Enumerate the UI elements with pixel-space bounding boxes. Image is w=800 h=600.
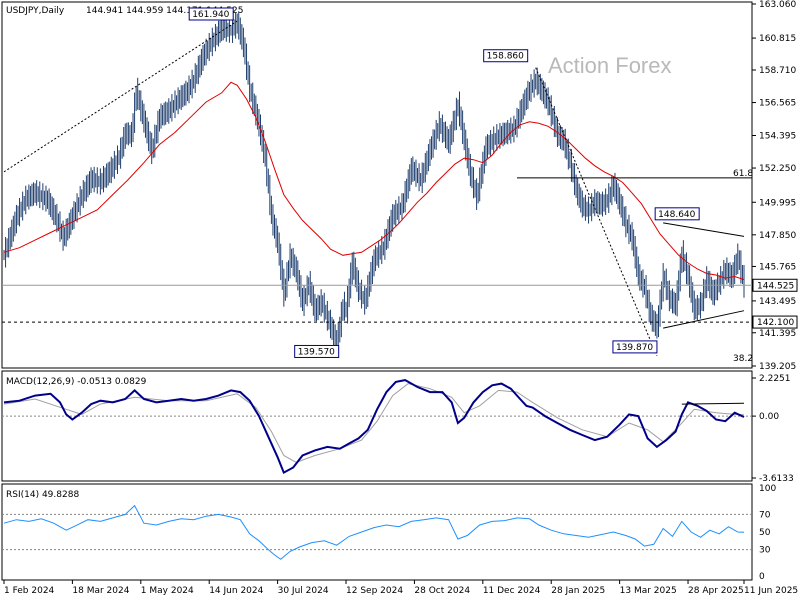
price-annotation-box [483, 49, 529, 63]
time-axis-label: 28 Oct 2024 [414, 586, 470, 596]
watermark: Action Forex [548, 53, 672, 78]
price-annotation-label: 139.870 [616, 343, 653, 353]
price-annotation-box [612, 340, 658, 354]
macd-axis-label: -3.6133 [759, 474, 794, 484]
price-axis-label: 152.250 [759, 164, 796, 174]
fib-label: 61.8 [733, 169, 753, 179]
price-panel-frame [1, 1, 753, 369]
time-axis-label: 28 Jan 2025 [551, 586, 605, 596]
ohlc-label: 144.941 144.959 144.171 144.525 [86, 6, 243, 16]
price-annotation-label: 158.860 [487, 52, 524, 62]
time-axis-label: 12 Sep 2024 [346, 586, 403, 596]
price-axis-label: 154.395 [759, 131, 796, 141]
macd-panel-frame [1, 370, 753, 482]
rsi-title: RSI(14) 49.8288 [6, 490, 79, 500]
price-axis-label: 145.765 [759, 262, 796, 272]
rsi-axis-label: 70 [759, 510, 771, 520]
moving-average-line [3, 81, 745, 281]
time-axis-label: 1 Feb 2024 [4, 586, 55, 596]
macd-axis-label: 0.00 [759, 412, 779, 422]
price-axis-label: 143.495 [759, 297, 796, 307]
time-axis-label: 14 Jun 2024 [209, 586, 263, 596]
price-axis-label: 160.815 [759, 34, 796, 44]
price-annotation-box [294, 344, 340, 358]
price-annotation-label: 139.570 [298, 347, 335, 357]
time-axis-label: 28 Apr 2025 [688, 586, 744, 596]
symbol-label: USDJPY,Daily [6, 6, 65, 16]
triangle-upper [663, 222, 745, 237]
price-annotation-box [188, 7, 234, 21]
price-annotation-box [654, 207, 700, 221]
price-annotation-label: 148.640 [658, 210, 695, 220]
time-axis-label: 13 Mar 2025 [620, 586, 677, 596]
price-axis-label: 147.850 [759, 231, 796, 241]
time-axis-label: 18 Mar 2024 [72, 586, 129, 596]
current-price-tag-box [752, 278, 798, 292]
time-axis-label: 30 Jul 2024 [278, 586, 329, 596]
price-annotation-label: 161.940 [192, 10, 229, 20]
time-axis-label: 11 Dec 2024 [483, 586, 541, 596]
macd-title: MACD(12,26,9) -0.0513 0.0829 [6, 377, 147, 387]
rsi-axis-label: 100 [759, 484, 776, 494]
support-price-tag-box [752, 315, 798, 329]
rsi-axis-label: 50 [759, 528, 771, 538]
rsi-panel-frame [1, 483, 753, 581]
price-axis-label: 158.710 [759, 66, 796, 76]
fib-label: 38.2 [733, 354, 753, 364]
rsi-axis-label: 0 [759, 572, 765, 582]
price-axis-label: 139.205 [759, 362, 796, 372]
macd-signal-line [3, 383, 745, 463]
support-price-tag-label: 142.100 [757, 318, 794, 328]
time-axis-label: 11 Jun 2025 [744, 586, 798, 596]
rsi-line [3, 504, 745, 560]
macd-trendline [681, 402, 745, 405]
trendline-fall [535, 67, 658, 357]
price-axis-label: 163.060 [759, 0, 796, 10]
current-price-tag-label: 144.525 [757, 281, 794, 291]
rsi-axis-label: 30 [759, 546, 771, 556]
price-axis-label: 156.565 [759, 99, 796, 109]
price-axis-label: 149.995 [759, 198, 796, 208]
macd-axis-label: 2.2251 [759, 374, 791, 384]
triangle-lower [663, 310, 745, 329]
time-axis-label: 1 May 2024 [141, 586, 194, 596]
macd-line [3, 379, 745, 475]
price-axis-label: 141.395 [759, 329, 796, 339]
